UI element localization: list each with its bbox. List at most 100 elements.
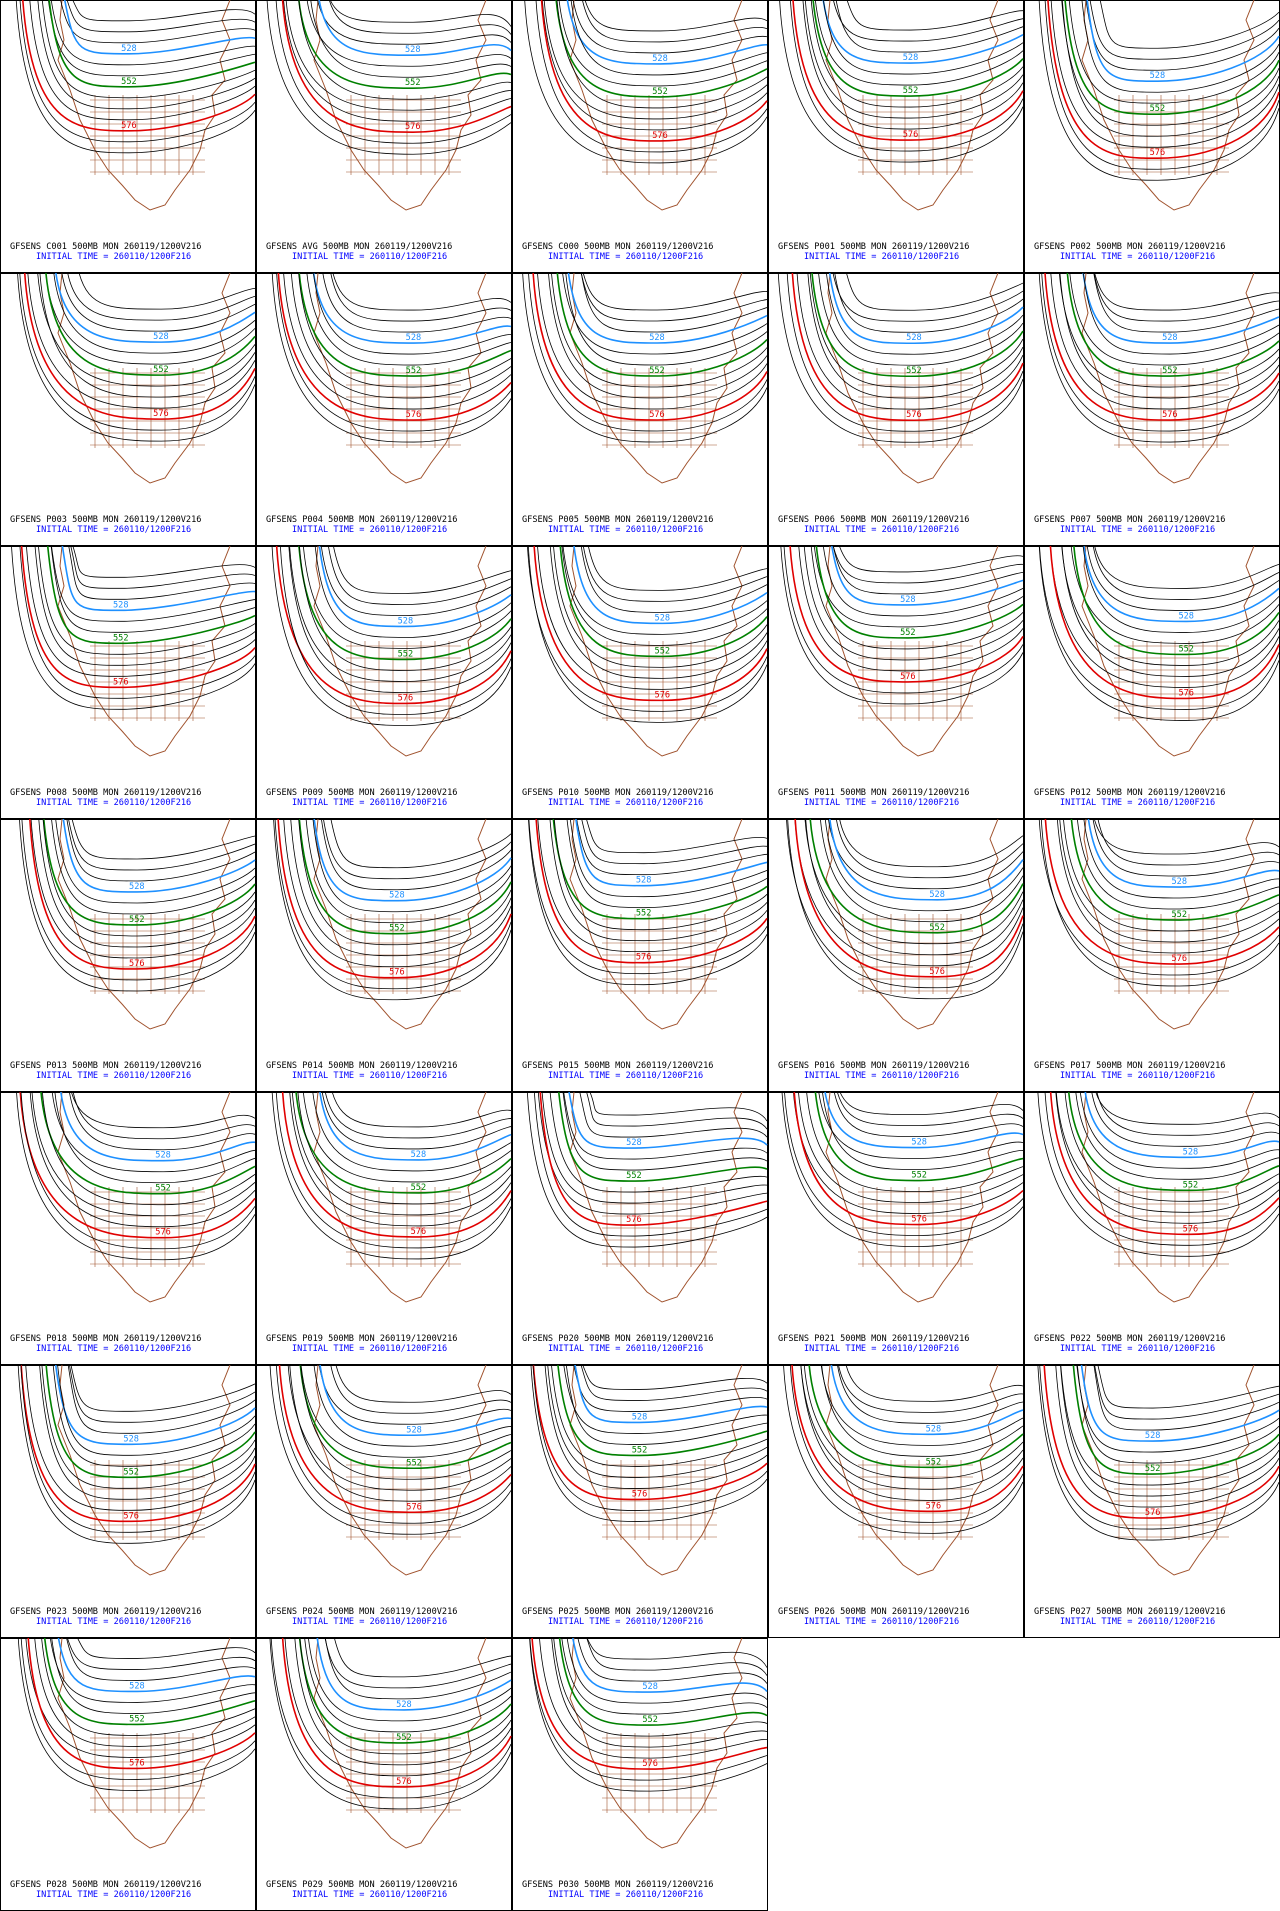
contour	[527, 546, 768, 723]
contour	[1093, 273, 1280, 333]
contour-highlight	[19, 1092, 256, 1239]
contour	[19, 0, 256, 143]
contour-highlight	[316, 1638, 512, 1711]
contour	[331, 1092, 512, 1128]
contour-label: 576	[1178, 688, 1194, 698]
contour	[789, 1365, 1024, 1523]
contour	[50, 0, 256, 66]
contour	[833, 1092, 1024, 1137]
contour	[589, 1092, 768, 1122]
contour-highlight	[1080, 1365, 1280, 1442]
contour-label: 552	[929, 923, 945, 933]
contour-label: 552	[155, 1184, 171, 1194]
contour-highlight	[40, 1092, 256, 1195]
contour	[814, 0, 1024, 86]
panel-title: GFSENS P014 500MB MON 260119/1200V216	[266, 1061, 457, 1071]
contour	[810, 0, 1024, 108]
contour	[70, 546, 256, 589]
contour	[1079, 1092, 1280, 1169]
contour-label: 552	[626, 1171, 642, 1181]
contour	[41, 1365, 256, 1489]
map-panel: 528 552 576 GFSENS P012 500MB MON 260119/12…	[1024, 546, 1280, 819]
contour	[562, 546, 768, 635]
contour-highlight	[1043, 1365, 1280, 1519]
contour	[49, 1638, 256, 1703]
contour	[26, 546, 256, 677]
contour	[796, 273, 1024, 410]
contour-label: 528	[129, 1681, 145, 1691]
map-panel: 528 552 576 GFSENS P020 500MB MON 260119/12…	[512, 1092, 768, 1365]
contour	[61, 273, 256, 332]
contour-label: 552	[926, 1457, 942, 1467]
contour	[1083, 819, 1280, 899]
map-panel: 528 552 576 GFSENS P010 500MB MON 260119/12…	[512, 546, 768, 819]
contour-highlight	[55, 273, 256, 343]
panel-title: GFSENS P016 500MB MON 260119/1200V216	[778, 1061, 969, 1071]
contour-highlight	[299, 1365, 512, 1470]
contour	[529, 1638, 768, 1781]
contour	[804, 0, 1024, 119]
init-time: INITIAL TIME = 260110/1200F216	[804, 525, 959, 535]
contour-label: 576	[129, 959, 145, 969]
contour-highlight	[48, 0, 256, 88]
contour	[332, 273, 512, 311]
contour-highlight	[43, 1638, 256, 1726]
contour-label: 528	[398, 616, 414, 626]
panel-border	[256, 1638, 512, 1911]
panel-border	[256, 273, 512, 546]
contour	[837, 1365, 1024, 1424]
panel-border	[256, 0, 512, 273]
contour-highlight	[532, 273, 768, 421]
contour	[786, 273, 1024, 432]
contour	[1060, 1365, 1280, 1486]
contour-label: 576	[642, 1759, 658, 1769]
contour	[524, 0, 768, 164]
contour	[522, 273, 768, 443]
contour	[582, 546, 768, 602]
contour	[820, 1365, 1024, 1446]
contour-label: 576	[1171, 954, 1187, 964]
contour-label: 552	[1145, 1464, 1161, 1474]
contour	[780, 546, 1024, 705]
contour	[783, 546, 1024, 694]
contour	[270, 1638, 512, 1799]
contour-label: 528	[1145, 1431, 1161, 1441]
contour	[580, 546, 768, 613]
contour	[573, 1365, 768, 1412]
contour	[1093, 273, 1280, 322]
panel-border	[1024, 273, 1280, 546]
map-panel: 528 552 576 GFSENS P027 500MB MON 260119/12…	[1024, 1365, 1280, 1638]
contour	[1061, 546, 1280, 666]
map-panel: 528 552 576 GFSENS C000 500MB MON 260119/12…	[512, 0, 768, 273]
contour-highlight	[1067, 1092, 1280, 1192]
map-panel: 528 552 576 GFSENS P002 500MB MON 260119/12…	[1024, 0, 1280, 273]
contour	[822, 546, 1024, 617]
contour-label: 528	[626, 1138, 642, 1148]
init-time: INITIAL TIME = 260110/1200F216	[36, 1344, 191, 1354]
contour	[330, 1365, 512, 1414]
contour-label: 528	[926, 1424, 942, 1434]
init-time: INITIAL TIME = 260110/1200F216	[548, 1617, 703, 1627]
contour-highlight	[557, 1365, 768, 1457]
contour	[25, 1365, 256, 1511]
contour	[66, 0, 256, 33]
coastline	[569, 819, 743, 1030]
contour-label: 576	[123, 1511, 139, 1521]
contour-highlight	[532, 1365, 768, 1501]
panel-border	[512, 1365, 768, 1638]
contour-highlight	[46, 546, 256, 645]
contour	[803, 1365, 1024, 1479]
contour	[792, 1092, 1024, 1214]
contour-label: 576	[153, 409, 169, 419]
contour	[302, 546, 512, 649]
contour	[283, 819, 512, 968]
contour	[584, 0, 768, 32]
contour	[29, 1092, 256, 1228]
contour	[1058, 273, 1280, 388]
panel-title: GFSENS P004 500MB MON 260119/1200V216	[266, 515, 457, 525]
contour-highlight	[313, 819, 512, 902]
init-time: INITIAL TIME = 260110/1200F216	[548, 1890, 703, 1900]
contour	[786, 819, 1024, 989]
contour-highlight	[45, 273, 256, 376]
contour	[31, 1092, 256, 1217]
